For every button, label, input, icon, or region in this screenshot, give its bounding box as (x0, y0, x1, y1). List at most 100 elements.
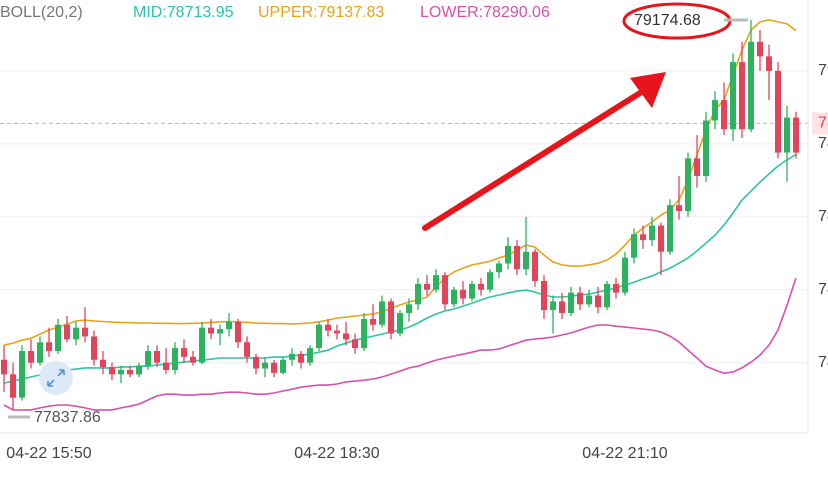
candle-body (19, 351, 25, 398)
candle-body (298, 353, 304, 363)
candle-body (316, 324, 322, 349)
x-tick-label: 04-22 15:50 (6, 445, 92, 462)
candle-body (622, 257, 628, 293)
candle-body (145, 351, 151, 366)
candle-body (676, 205, 682, 211)
candle-body (532, 251, 538, 281)
zoom-icon[interactable] (47, 369, 65, 387)
candle-body (775, 70, 781, 153)
candle-body (28, 351, 34, 363)
candle-body (793, 117, 799, 153)
candle-body (253, 356, 259, 369)
candle-body (406, 304, 412, 314)
candle-body (46, 342, 52, 352)
candle-body (757, 41, 763, 57)
candle-body (604, 283, 610, 308)
legend-entry: LOWER:78290.06 (420, 4, 550, 21)
candle-body (595, 295, 601, 308)
candle-body (388, 301, 394, 334)
candle-body (577, 292, 583, 305)
candle-body (739, 62, 745, 130)
candle-body (163, 362, 169, 370)
x-axis-labels: 04-22 15:50 04-22 18:30 04-22 21:10 (6, 445, 668, 462)
candle-body (352, 339, 358, 349)
candle-body (91, 336, 97, 360)
candle-body (487, 272, 493, 290)
candle-body (118, 369, 124, 375)
candle-body (262, 362, 268, 369)
last-price-tag (812, 112, 828, 135)
candle-body (712, 100, 718, 121)
candle-body (640, 234, 646, 241)
candle-body (586, 295, 592, 305)
candle-body (100, 359, 106, 368)
candle-body (496, 263, 502, 273)
candle-body (667, 205, 673, 252)
legend-entry: UPPER:79137.83 (258, 4, 384, 21)
candle-body (136, 365, 142, 375)
candle-body (181, 348, 187, 357)
max-price-label: 79174.68 (634, 12, 701, 29)
legend-entry: MID:78713.95 (133, 4, 234, 21)
y-tick-label: 78250 (818, 281, 828, 298)
candle-body (658, 225, 664, 252)
candle-body (505, 245, 511, 264)
candle-body (559, 301, 565, 314)
candle-body (208, 327, 214, 334)
candle-body (433, 275, 439, 290)
trend-arrow-shaft (422, 90, 643, 231)
candle-body (64, 324, 70, 340)
candle-body (307, 348, 313, 363)
band-line (3, 153, 797, 384)
candle-body (37, 342, 43, 363)
indicator-label: BOLL(20,2) (0, 4, 83, 21)
candle-body (10, 374, 16, 398)
candle-body (523, 251, 529, 270)
candle-body (280, 359, 286, 373)
candle-body (1, 359, 7, 375)
min-price-label: 77837.86 (34, 409, 101, 426)
y-tick-label: 78750 (818, 135, 828, 152)
candle-body (397, 313, 403, 334)
candle-body (379, 301, 385, 325)
legend: BOLL(20,2) MID:78713.95 UPPER:79137.83 LOW… (0, 4, 550, 21)
candle-body (730, 62, 736, 130)
candle-body (694, 158, 700, 176)
x-tick-label: 04-22 21:10 (582, 445, 668, 462)
candle-body (721, 100, 727, 130)
candle-body (127, 369, 133, 375)
candle-body (370, 318, 376, 325)
candle-body (649, 225, 655, 241)
candle-body (55, 324, 61, 352)
candle-body (217, 329, 223, 334)
candles (1, 19, 799, 410)
bollinger-bands (3, 18, 797, 411)
candle-body (631, 234, 637, 258)
candle-body (235, 321, 241, 343)
candle-body (469, 283, 475, 299)
candle-body (442, 275, 448, 305)
candle-body (82, 327, 88, 337)
zoom-icon-bg[interactable] (39, 361, 73, 395)
x-tick-label: 04-22 18:30 (294, 445, 380, 462)
candle-body (226, 321, 232, 330)
candle-body (271, 362, 277, 373)
candle-body (334, 330, 340, 334)
candle-body (361, 318, 367, 349)
candle-body (424, 283, 430, 290)
candle-body (199, 327, 205, 363)
candle-body (325, 324, 331, 331)
candle-body (460, 289, 466, 299)
candle-body (514, 245, 520, 270)
candle-body (289, 353, 295, 360)
candle-body (766, 56, 772, 71)
trend-arrow-head (630, 72, 666, 108)
y-tick-label: 78500 (818, 208, 828, 225)
candle-body (244, 342, 250, 357)
band-line (3, 277, 797, 411)
candle-body (172, 348, 178, 370)
candle-body (685, 158, 691, 211)
y-tick-label: 79000 (818, 62, 828, 79)
